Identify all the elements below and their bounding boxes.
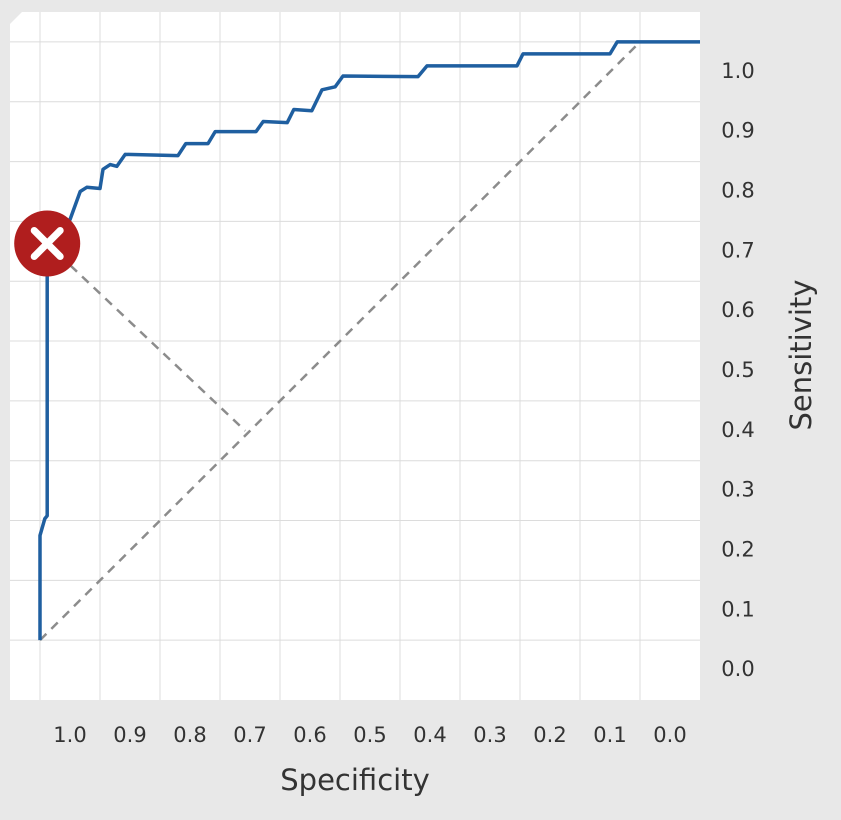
marker-cross (30, 227, 64, 261)
y-tick-label: 0.9 (721, 119, 754, 143)
x-axis-title: Specificity (280, 763, 429, 797)
x-tick-label: 0.4 (413, 723, 446, 747)
y-tick-label: 0.7 (721, 238, 754, 262)
x-tick-label: 0.1 (593, 723, 626, 747)
reference-line (46, 242, 247, 432)
x-tick-label: 0.6 (293, 723, 326, 747)
y-tick-label: 0.6 (721, 298, 754, 322)
x-tick-label: 0.8 (173, 723, 206, 747)
y-tick-label: 0.0 (721, 657, 754, 681)
y-tick-label: 0.2 (721, 538, 754, 562)
y-tick-label: 0.5 (721, 358, 754, 382)
x-tick-label: 0.9 (113, 723, 146, 747)
y-tick-label: 0.8 (721, 179, 754, 203)
x-tick-label: 0.3 (473, 723, 506, 747)
roc-curve (38, 40, 700, 641)
reference-line (39, 41, 641, 642)
y-axis-title: Sensitivity (784, 280, 818, 431)
x-tick-label: 0.0 (653, 723, 686, 747)
plot-area (10, 12, 700, 700)
x-tick-label: 1.0 (53, 723, 86, 747)
y-tick-label: 1.0 (721, 59, 754, 83)
y-tick-label: 0.1 (721, 597, 754, 621)
x-tick-label: 0.2 (533, 723, 566, 747)
y-tick-label: 0.4 (721, 418, 754, 442)
x-tick-label: 0.5 (353, 723, 386, 747)
x-tick-label: 0.7 (233, 723, 266, 747)
y-tick-label: 0.3 (721, 478, 754, 502)
